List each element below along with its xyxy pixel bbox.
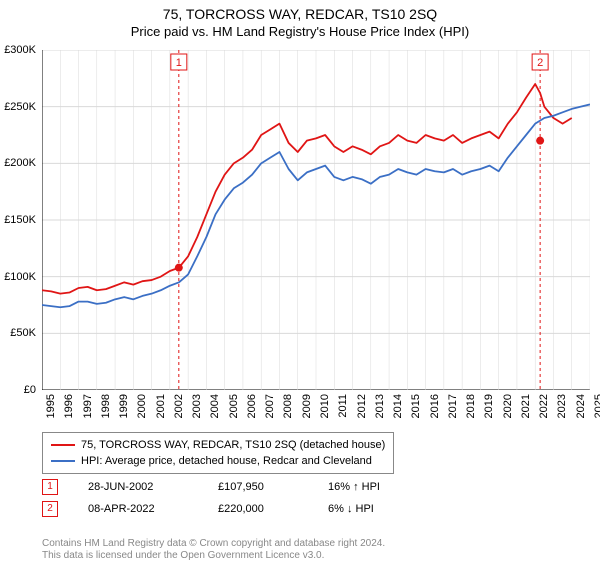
chart-svg: 12 [42, 50, 590, 390]
x-tick-label: 2020 [502, 394, 514, 418]
x-tick-label: 2002 [173, 394, 185, 418]
legend-box: 75, TORCROSS WAY, REDCAR, TS10 2SQ (deta… [42, 432, 394, 474]
x-tick-label: 2025 [593, 394, 600, 418]
x-tick-label: 2012 [356, 394, 368, 418]
sale-point-1 [175, 264, 183, 272]
chart-container: 75, TORCROSS WAY, REDCAR, TS10 2SQ Price… [0, 6, 600, 566]
footer-line-1: Contains HM Land Registry data © Crown c… [42, 538, 385, 550]
legend-swatch [51, 444, 75, 446]
sale-date: 28-JUN-2002 [88, 476, 188, 498]
y-tick-label: £100K [4, 271, 36, 283]
x-tick-label: 1997 [82, 394, 94, 418]
x-tick-label: 2011 [337, 394, 349, 418]
x-tick-label: 2005 [228, 394, 240, 418]
sale-row-1: 1 28-JUN-2002 £107,950 16% ↑ HPI [42, 476, 380, 498]
sale-delta: 16% ↑ HPI [328, 476, 380, 498]
x-tick-label: 2000 [136, 394, 148, 418]
x-tick-label: 2014 [392, 394, 404, 418]
sale-date: 08-APR-2022 [88, 498, 188, 520]
x-tick-label: 2017 [447, 394, 459, 418]
x-tick-label: 2015 [410, 394, 422, 418]
x-tick-label: 2024 [575, 394, 587, 418]
sale-price: £220,000 [218, 498, 298, 520]
y-tick-label: £250K [4, 101, 36, 113]
legend-label: 75, TORCROSS WAY, REDCAR, TS10 2SQ (deta… [81, 437, 385, 453]
x-tick-label: 2022 [538, 394, 550, 418]
y-tick-label: £150K [4, 214, 36, 226]
x-tick-label: 2003 [191, 394, 203, 418]
x-tick-label: 2010 [319, 394, 331, 418]
x-tick-label: 2007 [264, 394, 276, 418]
x-tick-label: 1996 [63, 394, 75, 418]
legend-swatch [51, 460, 75, 462]
chart-plot-area: 12 [42, 50, 590, 390]
svg-text:2: 2 [537, 57, 543, 69]
x-tick-label: 2021 [520, 394, 532, 418]
sale-price: £107,950 [218, 476, 298, 498]
x-tick-label: 2001 [155, 394, 167, 418]
x-tick-label: 2008 [282, 394, 294, 418]
x-tick-label: 2018 [465, 394, 477, 418]
footer-line-2: This data is licensed under the Open Gov… [42, 550, 385, 562]
footer-attribution: Contains HM Land Registry data © Crown c… [42, 538, 385, 562]
x-tick-label: 2004 [209, 394, 221, 418]
sale-marker-box-2: 2 [42, 501, 58, 517]
sale-marker-1: 1 [171, 54, 187, 70]
y-tick-label: £300K [4, 44, 36, 56]
svg-text:1: 1 [176, 57, 182, 69]
sale-marker-box-1: 1 [42, 479, 58, 495]
sales-table: 1 28-JUN-2002 £107,950 16% ↑ HPI 2 08-APR-202… [42, 476, 380, 520]
legend-item-0: 75, TORCROSS WAY, REDCAR, TS10 2SQ (deta… [51, 437, 385, 453]
sale-row-2: 2 08-APR-2022 £220,000 6% ↓ HPI [42, 498, 380, 520]
x-tick-label: 2009 [301, 394, 313, 418]
y-tick-label: £50K [10, 327, 36, 339]
x-axis-labels: 1995 1996 1997 1998 1999 2000 2001 2002 2003 2004… [42, 392, 590, 432]
x-tick-label: 2013 [374, 394, 386, 418]
x-tick-label: 2006 [246, 394, 258, 418]
legend-label: HPI: Average price, detached house, Redc… [81, 453, 372, 469]
x-tick-label: 2016 [429, 394, 441, 418]
page-subtitle: Price paid vs. HM Land Registry's House … [0, 24, 600, 39]
y-tick-label: £200K [4, 157, 36, 169]
x-tick-label: 1999 [118, 394, 130, 418]
y-axis-labels: £0£50K£100K£150K£200K£250K£300K [0, 50, 40, 390]
x-tick-label: 2019 [483, 394, 495, 418]
x-tick-label: 2023 [556, 394, 568, 418]
sale-delta: 6% ↓ HPI [328, 498, 374, 520]
sale-point-2 [536, 137, 544, 145]
sale-marker-2: 2 [532, 54, 548, 70]
page-title: 75, TORCROSS WAY, REDCAR, TS10 2SQ [0, 6, 600, 22]
x-tick-label: 1995 [45, 394, 57, 418]
y-tick-label: £0 [24, 384, 36, 396]
legend-item-1: HPI: Average price, detached house, Redc… [51, 453, 385, 469]
series-line-0 [42, 84, 572, 294]
x-tick-label: 1998 [100, 394, 112, 418]
